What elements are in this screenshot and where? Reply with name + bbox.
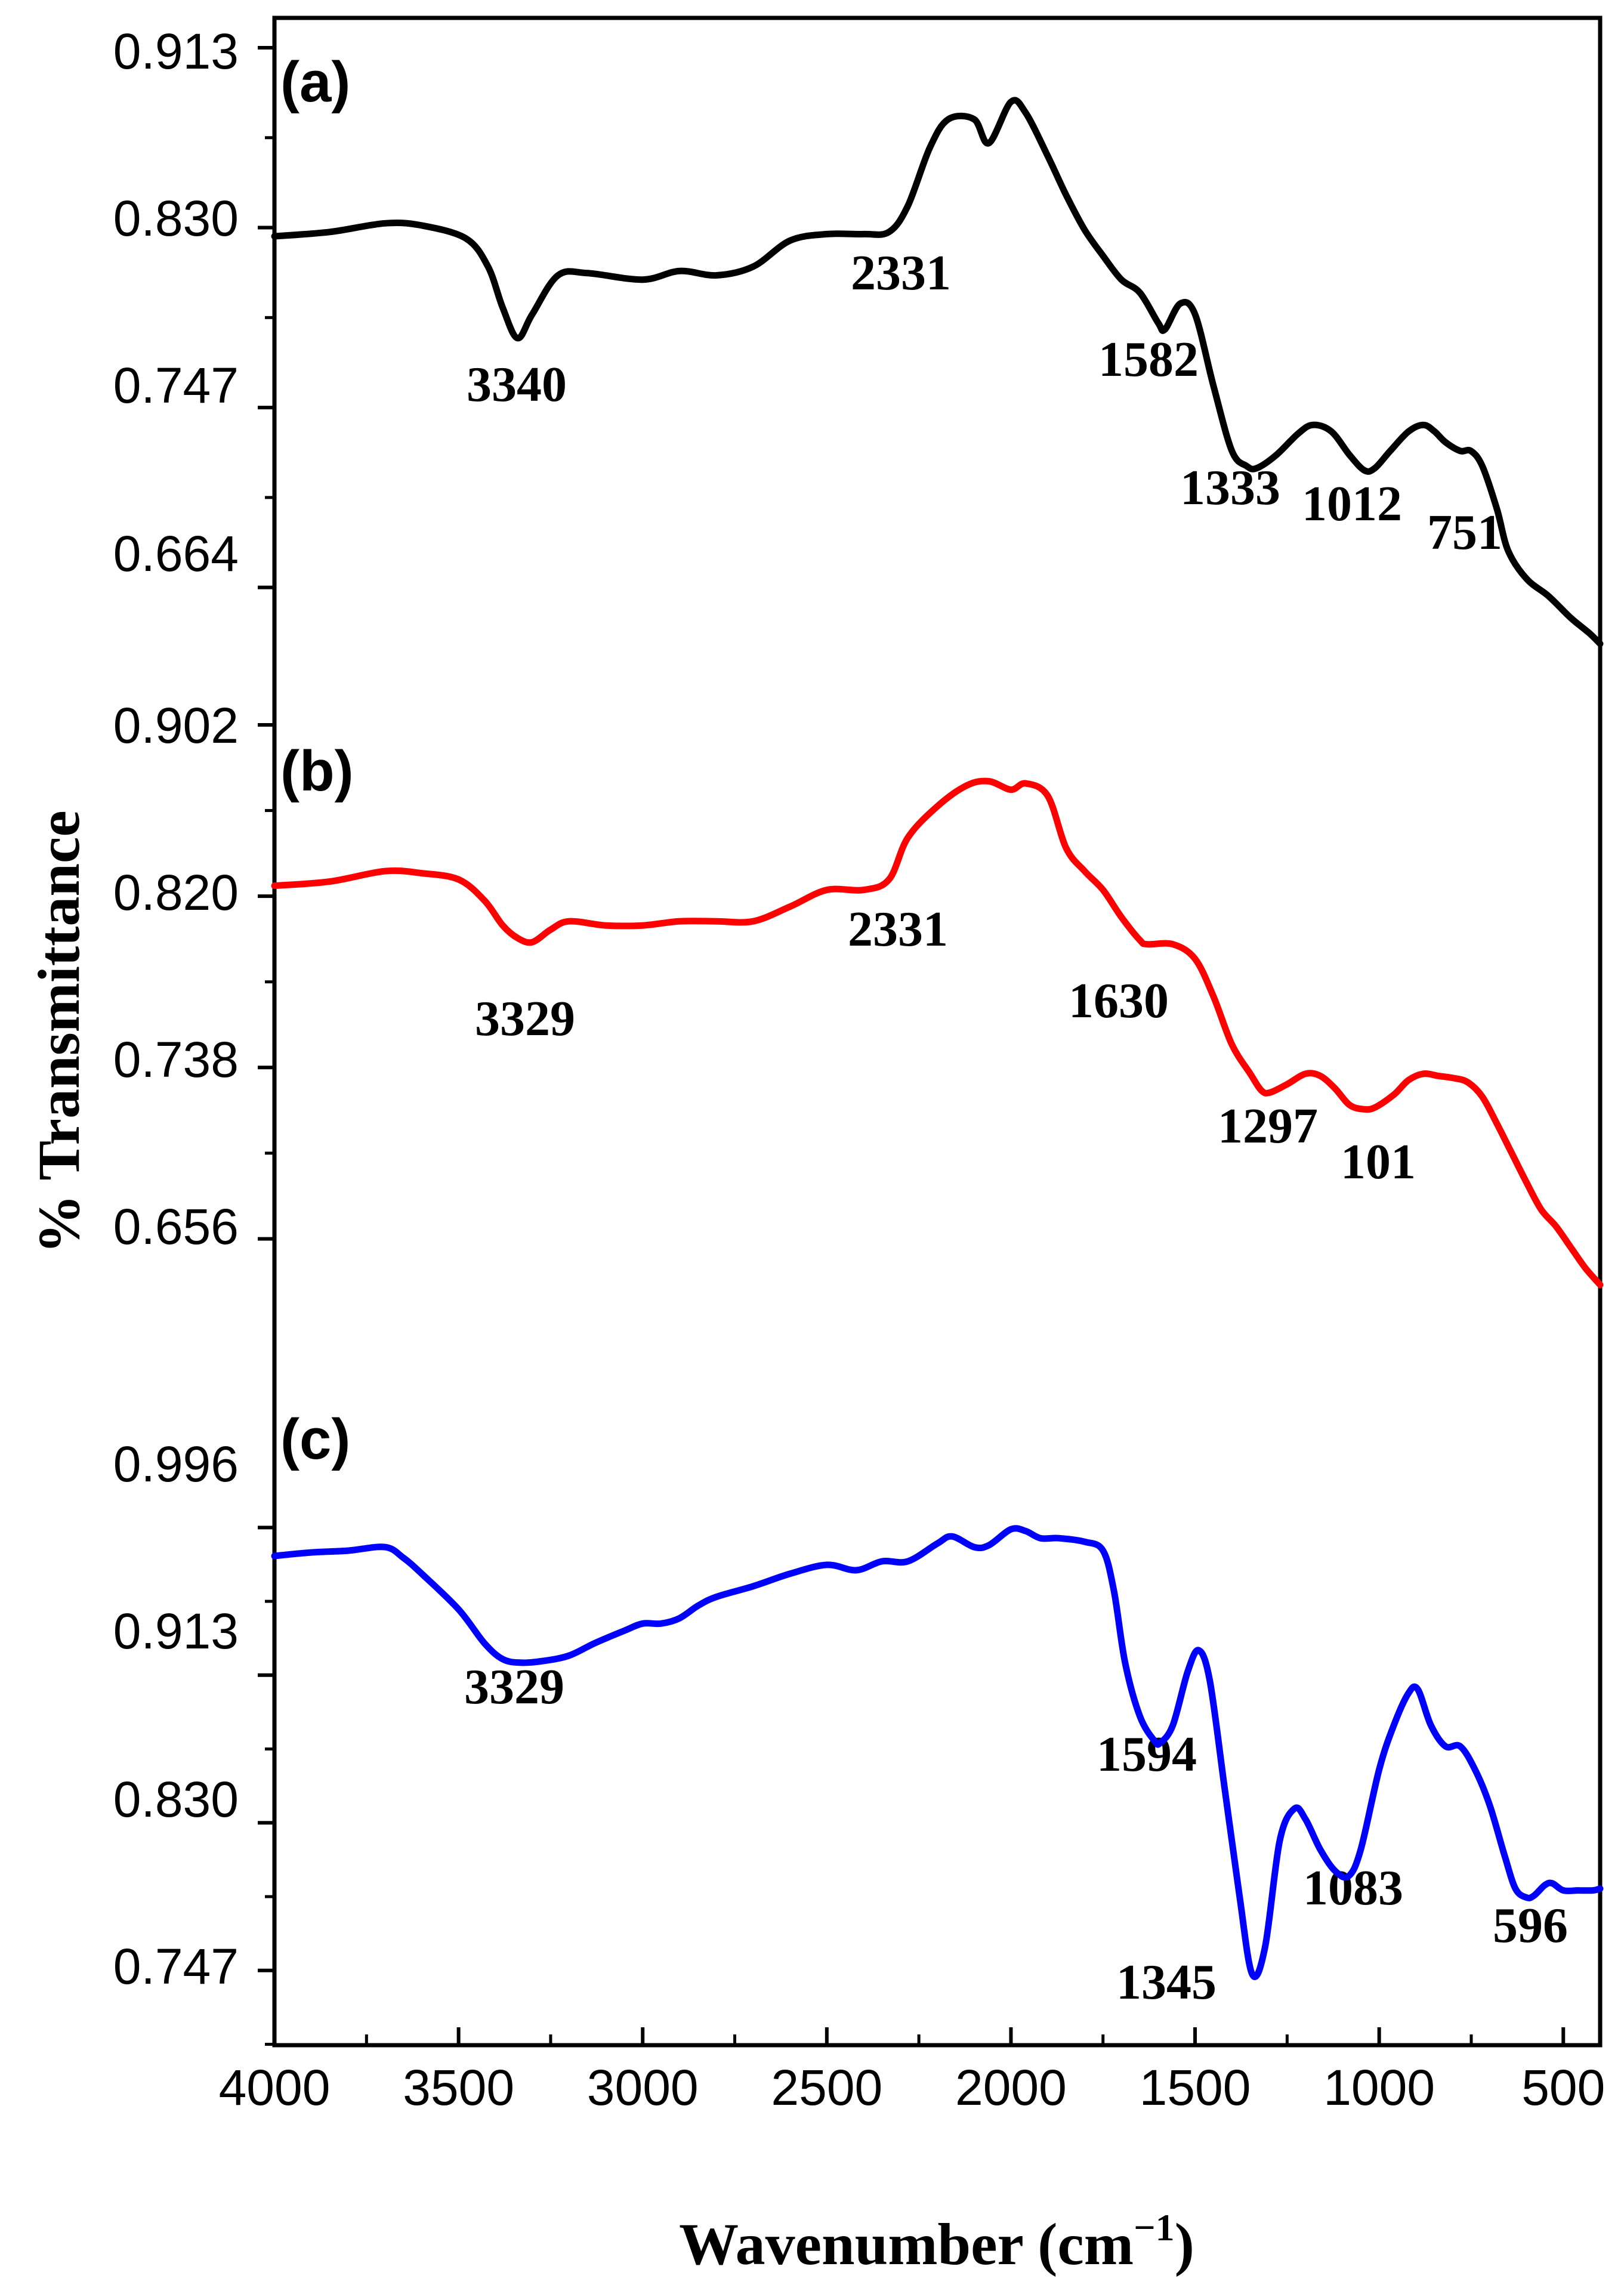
- x-tick-label-7: 500: [1521, 2059, 1605, 2116]
- x-tick-label-0: 4000: [219, 2059, 331, 2116]
- panel-c-ytick-2: 0.830: [113, 1771, 239, 1827]
- panel-b-ytick-0: 0.902: [113, 697, 239, 754]
- x-tick-label-5: 1500: [1140, 2059, 1251, 2116]
- panel-a: (a) 0.913 0.830 0.747 0.664 3340 2331 15…: [113, 23, 1604, 647]
- x-axis-title-main: Wavenumber (cm: [679, 2211, 1134, 2277]
- series-line-b: [271, 777, 1604, 1288]
- panel-c-label: (c): [280, 1407, 350, 1471]
- panel-b-peak-2: 1630: [1069, 973, 1169, 1029]
- panel-a-peak-3: 1333: [1180, 460, 1280, 515]
- panel-a-peak-0: 3340: [467, 357, 567, 412]
- panel-a-label: (a): [280, 50, 350, 114]
- x-tick-label-2: 3000: [587, 2059, 699, 2116]
- x-axis-title-sup: −1: [1134, 2206, 1174, 2249]
- x-tick-label-1: 3500: [403, 2059, 514, 2116]
- panel-a-peak-1: 2331: [851, 245, 951, 301]
- panel-c-peak-4: 596: [1493, 1898, 1568, 1953]
- x-axis: 4000 3500 3000 2500 2000 1500 1000 500: [219, 2027, 1605, 2116]
- x-tick-label-6: 1000: [1323, 2059, 1435, 2116]
- panel-c-ytick-1: 0.913: [113, 1603, 239, 1659]
- x-tick-label-4: 2000: [955, 2059, 1067, 2116]
- panel-b-peak-0: 3329: [475, 991, 575, 1046]
- panel-b-peak-1: 2331: [848, 901, 948, 957]
- y-axis-title: % Transmittance: [26, 810, 92, 1253]
- panel-b: (b) 0.902 0.820 0.738 0.656 3329 2331 16…: [113, 697, 1604, 1288]
- panel-b-label: (b): [280, 739, 354, 803]
- panel-a-ytick-2: 0.747: [113, 357, 239, 413]
- panel-a-peak-4: 1012: [1302, 476, 1402, 532]
- x-axis-title-close: ): [1175, 2211, 1194, 2277]
- panel-a-peak-5: 751: [1427, 505, 1502, 560]
- panel-b-ytick-1: 0.820: [113, 864, 239, 921]
- series-line-a: [271, 97, 1604, 647]
- panel-c-ytick-0: 0.996: [113, 1436, 239, 1492]
- series-line-c: [271, 1525, 1604, 1980]
- panel-b-peak-3: 1297: [1218, 1098, 1318, 1154]
- panel-a-ytick-0: 0.913: [113, 23, 239, 79]
- panel-c-ytick-3: 0.747: [113, 1938, 239, 1994]
- panel-a-ytick-1: 0.830: [113, 190, 239, 246]
- panel-c: (c) 0.996 0.913 0.830 0.747 3329 1594 13…: [113, 1407, 1604, 2046]
- panel-b-ytick-3: 0.656: [113, 1199, 239, 1255]
- panel-c-peak-0: 3329: [464, 1659, 564, 1715]
- panel-a-peak-2: 1582: [1098, 332, 1199, 387]
- plot-frame: [272, 16, 1603, 2048]
- x-axis-title: Wavenumber (cm−1): [679, 2206, 1194, 2277]
- panel-b-peak-4: 101: [1341, 1134, 1416, 1190]
- panel-c-peak-2: 1345: [1116, 1954, 1217, 2010]
- panel-a-ytick-3: 0.664: [113, 526, 239, 582]
- x-tick-label-3: 2500: [771, 2059, 882, 2116]
- panel-b-ytick-2: 0.738: [113, 1032, 239, 1088]
